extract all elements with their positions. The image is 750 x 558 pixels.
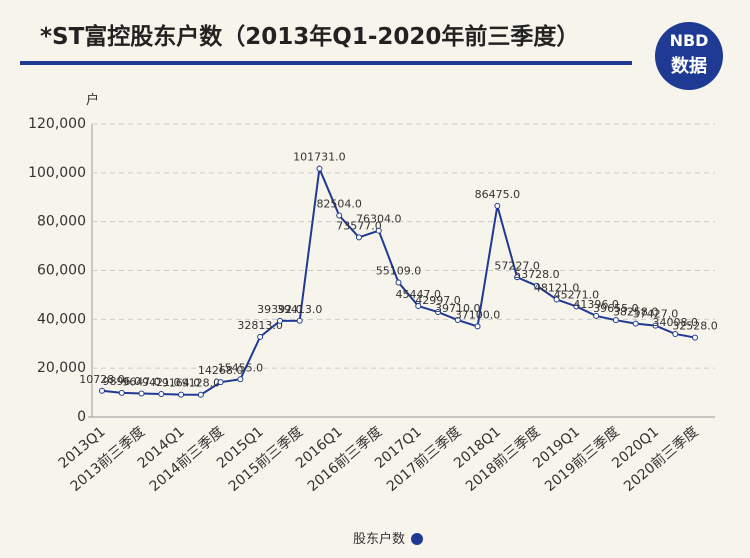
point	[178, 391, 185, 398]
point	[138, 390, 145, 397]
point	[415, 303, 422, 310]
y-tick-label: 60,000	[37, 263, 86, 279]
point	[217, 379, 224, 386]
title-rule	[20, 61, 632, 65]
point	[494, 202, 501, 209]
point	[612, 317, 619, 324]
value-label: 45447.0	[396, 288, 442, 301]
value-label: 76304.0	[356, 213, 402, 226]
point	[118, 389, 125, 396]
point	[257, 333, 264, 340]
value-label: 73577.0	[336, 219, 382, 232]
y-tick-label: 0	[77, 409, 86, 425]
value-label: 39655.0	[593, 302, 639, 315]
point	[197, 391, 204, 398]
value-label: 48121.0	[534, 282, 580, 295]
point	[652, 322, 659, 329]
value-label: 37100.0	[455, 308, 501, 321]
point	[395, 279, 402, 286]
point	[237, 376, 244, 383]
logo-top: NBD	[670, 31, 709, 50]
point	[316, 165, 323, 172]
value-label: 39710.0	[435, 302, 481, 315]
point	[593, 312, 600, 319]
value-label: 57227.0	[494, 259, 540, 272]
chart-title: *ST富控股东户数（2013年Q1-2020年前三季度）	[40, 23, 579, 50]
value-label: 41396.0	[573, 298, 619, 311]
point	[632, 320, 639, 327]
value-label: 86475.0	[475, 188, 521, 201]
value-label: 38258.0	[613, 306, 659, 319]
value-label: 15455.0	[218, 361, 264, 374]
y-tick-label: 40,000	[37, 311, 86, 327]
y-tick-label: 100,000	[28, 165, 86, 181]
logo	[655, 22, 723, 90]
value-label: 9421.0	[142, 376, 181, 389]
point	[533, 282, 540, 289]
point	[355, 234, 362, 241]
point	[375, 227, 382, 234]
point	[692, 334, 698, 341]
value-label: 45271.0	[554, 288, 600, 301]
value-label: 55109.0	[376, 264, 422, 277]
value-label: 32528.0	[672, 320, 718, 333]
value-label: 101731.0	[293, 151, 346, 164]
point	[435, 309, 442, 316]
point	[158, 390, 165, 397]
y-unit: 户	[86, 92, 99, 108]
point	[474, 323, 481, 330]
legend-swatch	[411, 533, 423, 545]
value-label: 9647.0	[122, 375, 161, 388]
point	[336, 212, 343, 219]
point	[296, 317, 303, 324]
point	[514, 274, 521, 281]
value-label: 9164.0	[162, 377, 201, 390]
point	[276, 317, 283, 324]
value-label: 14268.0	[198, 364, 244, 377]
value-label: 39392.0	[257, 303, 303, 316]
point	[672, 330, 679, 337]
value-label: 9896.0	[103, 375, 142, 388]
y-tick-label: 20,000	[37, 360, 86, 376]
point	[553, 296, 560, 303]
logo-bottom: 数据	[671, 55, 707, 77]
legend-label: 股东户数	[353, 531, 405, 547]
value-label: 37427.0	[633, 308, 679, 321]
value-label: 82504.0	[316, 198, 362, 211]
y-tick-label: 80,000	[37, 214, 86, 230]
value-label: 9128.0	[182, 377, 221, 390]
value-label: 34008.0	[652, 316, 698, 329]
value-label: 32813.0	[237, 319, 283, 332]
y-tick-label: 120,000	[28, 116, 86, 132]
value-label: 10728.0	[79, 373, 125, 386]
point	[454, 317, 461, 324]
value-label: 39413.0	[277, 303, 323, 316]
value-label: 53728.0	[514, 268, 560, 281]
value-label: 42997.0	[415, 294, 461, 307]
point	[99, 387, 105, 394]
point	[573, 303, 580, 310]
